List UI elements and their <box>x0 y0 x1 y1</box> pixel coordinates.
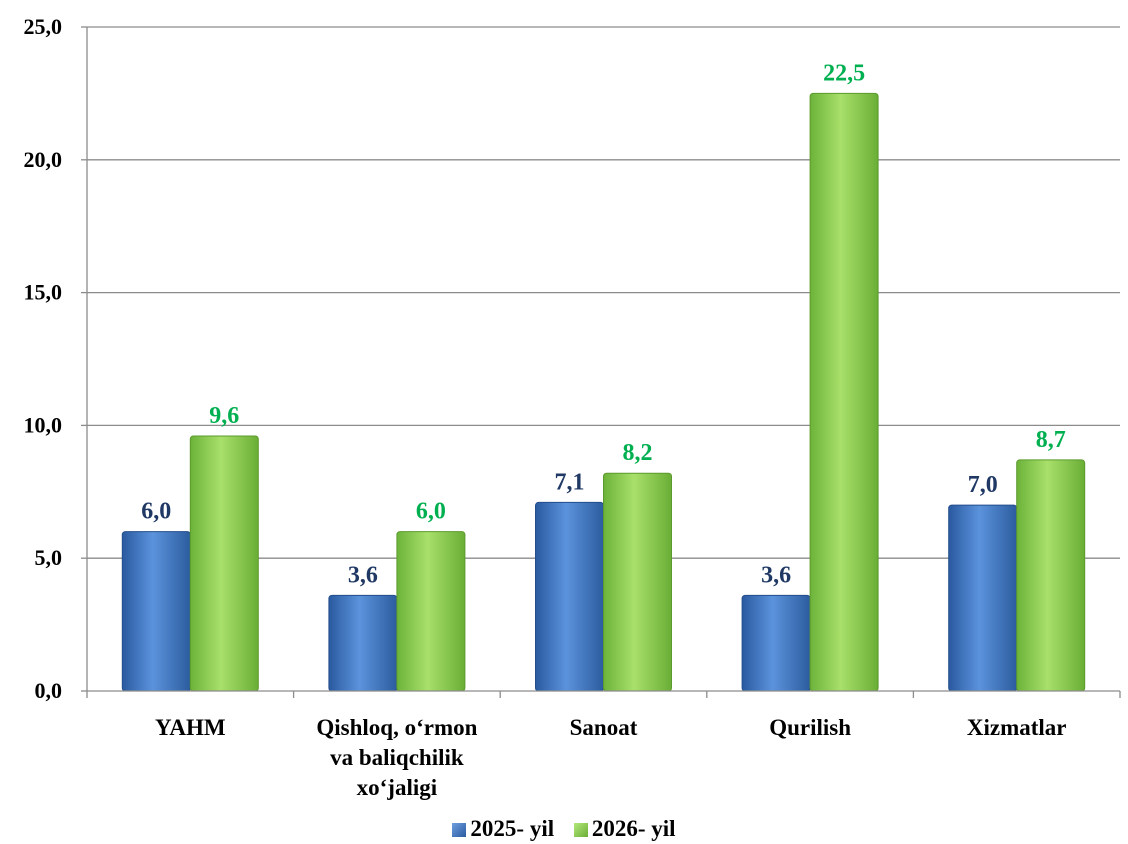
bar-chart: 6,0 9,6 3,6 6,0 7,1 8,2 3,6 22,5 7,0 8,7 0,0 5,0 10… <box>24 14 1121 800</box>
legend-label-2025: 2025- yil <box>470 815 555 841</box>
y-tick-label: 0,0 <box>35 678 63 703</box>
bar-2025 <box>328 594 398 692</box>
x-category-label: YAHM <box>155 715 226 740</box>
legend-item-2025: 2025- yil <box>452 816 554 842</box>
x-category-line: YAHM <box>155 715 226 740</box>
data-label-2026: 8,7 <box>1036 427 1066 453</box>
x-category-line: Xizmatlar <box>967 715 1067 740</box>
bar-2025 <box>535 501 604 692</box>
bar-2025 <box>741 594 811 692</box>
y-tick-label: 5,0 <box>35 545 63 570</box>
bar-2026 <box>396 531 466 692</box>
data-label-2026: 22,5 <box>823 60 865 86</box>
x-category-label: Sanoat <box>570 715 638 740</box>
x-category-label: Qishloq, o‘rmon va baliqchilik xo‘jaligi <box>316 715 477 800</box>
data-label-2026: 9,6 <box>209 403 239 429</box>
bar-2026 <box>189 435 259 692</box>
x-category-line: Qishloq, o‘rmon <box>316 715 477 740</box>
legend-label-2026: 2026- yil <box>591 815 676 841</box>
data-label-2025: 6,0 <box>141 499 171 525</box>
data-label-2025: 3,6 <box>348 562 378 588</box>
x-category-line: Qurilish <box>769 715 851 740</box>
y-tick-label: 10,0 <box>24 412 63 437</box>
data-label-2026: 8,2 <box>623 440 653 466</box>
legend-swatch-2025 <box>452 822 467 837</box>
bar-2025 <box>121 531 191 692</box>
y-tick-label: 15,0 <box>24 280 63 305</box>
data-label-2026: 6,0 <box>416 499 446 525</box>
bar-2026 <box>809 92 879 692</box>
bar-2026 <box>1016 459 1086 692</box>
bar-2026 <box>603 472 672 692</box>
legend-swatch-2026 <box>573 822 588 837</box>
x-category-line: Sanoat <box>570 715 638 740</box>
x-category-line: xo‘jaligi <box>357 775 438 800</box>
data-label-2025: 7,0 <box>968 472 998 498</box>
y-tick-label: 20,0 <box>24 147 63 172</box>
y-tick-label: 25,0 <box>24 14 63 39</box>
x-category-label: Qurilish <box>769 715 851 740</box>
legend: 2025- yil 2026- yil <box>0 814 1128 842</box>
data-label-2025: 3,6 <box>761 562 791 588</box>
bar-2025 <box>948 504 1018 692</box>
x-category-label: Xizmatlar <box>967 715 1067 740</box>
x-category-line: va baliqchilik <box>330 745 464 770</box>
data-label-2025: 7,1 <box>555 469 585 495</box>
legend-item-2026: 2026- yil <box>573 815 676 842</box>
